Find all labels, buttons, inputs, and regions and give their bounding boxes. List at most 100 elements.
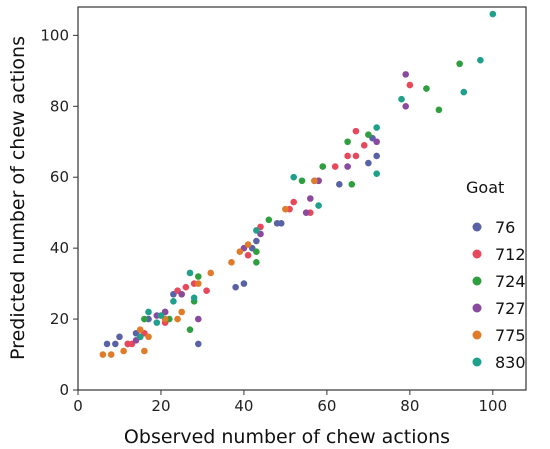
y-axis-ticks: 0 20 40 60 80 100: [40, 26, 78, 399]
y-tick-label: 80: [50, 97, 69, 115]
data-point-goat-712: [352, 152, 360, 160]
data-point-goat-830: [190, 294, 198, 302]
data-point-goat-76: [373, 152, 380, 160]
y-axis-title: Predicted number of chew actions: [7, 36, 29, 360]
data-point-goat-712: [290, 198, 298, 206]
data-point-goat-727: [402, 102, 410, 110]
legend-label-830: 830: [495, 353, 526, 372]
data-point-goat-724: [186, 326, 194, 334]
data-point-goat-724: [253, 248, 260, 255]
data-point-goat-724: [365, 131, 372, 138]
legend-marker-712: [472, 249, 482, 259]
legend-marker-830: [472, 357, 482, 367]
data-point-goat-775: [228, 259, 235, 266]
data-point-goat-76: [365, 159, 372, 167]
data-points: [99, 10, 497, 358]
y-tick-label: 20: [50, 310, 69, 328]
data-point-goat-76: [336, 181, 343, 188]
data-point-goat-775: [141, 347, 148, 355]
data-point-goat-712: [182, 283, 190, 291]
legend-marker-727: [472, 303, 482, 313]
data-point-goat-76: [232, 283, 239, 291]
data-point-goat-830: [373, 170, 380, 177]
data-point-goat-712: [406, 81, 414, 89]
data-point-goat-76: [277, 220, 285, 227]
data-point-goat-830: [315, 202, 322, 209]
x-tick-label: 100: [478, 397, 507, 415]
data-point-goat-724: [456, 60, 463, 68]
x-tick-label: 40: [234, 397, 253, 415]
data-point-goat-830: [460, 88, 468, 96]
data-point-goat-775: [120, 347, 127, 355]
data-point-goat-775: [145, 333, 152, 341]
legend-label-727: 727: [495, 299, 526, 318]
x-axis-title: Observed number of chew actions: [124, 426, 450, 448]
data-point-goat-724: [141, 315, 148, 323]
y-tick-label: 60: [50, 168, 69, 186]
data-point-goat-724: [194, 273, 202, 280]
data-point-goat-775: [282, 205, 289, 213]
data-point-goat-830: [186, 269, 194, 277]
data-point-goat-727: [178, 290, 186, 298]
data-point-goat-830: [290, 173, 298, 181]
data-point-goat-830: [477, 56, 484, 64]
data-point-goat-727: [344, 163, 351, 170]
data-point-goat-712: [203, 287, 210, 295]
data-point-goat-724: [435, 106, 443, 114]
legend-title: Goat: [466, 178, 504, 197]
data-point-goat-724: [344, 138, 351, 146]
x-axis-ticks: 0 20 40 60 80 100: [73, 390, 507, 415]
data-point-goat-76: [112, 340, 119, 348]
legend-marker-775: [472, 330, 482, 340]
data-point-goat-775: [236, 248, 244, 255]
data-point-goat-76: [194, 340, 202, 348]
legend-label-76: 76: [495, 218, 515, 237]
data-point-goat-775: [174, 315, 181, 323]
data-point-goat-724: [253, 259, 260, 266]
data-point-goat-830: [398, 95, 405, 103]
data-point-goat-712: [352, 127, 360, 135]
x-tick-label: 60: [317, 397, 336, 415]
legend-marker-76: [472, 222, 482, 232]
data-point-goat-775: [178, 308, 186, 316]
data-point-goat-775: [194, 280, 202, 287]
data-point-goat-727: [306, 195, 314, 202]
legend-label-724: 724: [495, 272, 526, 291]
data-point-goat-76: [240, 280, 248, 287]
data-point-goat-830: [489, 10, 497, 18]
data-point-goat-775: [244, 241, 252, 248]
data-point-goat-830: [157, 312, 165, 319]
data-point-goat-724: [319, 163, 327, 170]
x-tick-label: 80: [400, 397, 419, 415]
data-point-goat-830: [153, 319, 161, 326]
data-point-goat-775: [136, 326, 144, 334]
data-point-goat-775: [311, 177, 318, 185]
data-point-goat-727: [373, 138, 380, 146]
data-point-goat-727: [402, 71, 410, 78]
data-point-goat-830: [373, 124, 380, 131]
data-point-goat-727: [194, 315, 202, 323]
data-point-goat-775: [107, 351, 115, 358]
data-point-goat-712: [244, 251, 252, 259]
data-point-goat-724: [423, 85, 430, 92]
plot-area-frame: [77, 6, 527, 391]
data-point-goat-724: [298, 177, 306, 185]
data-point-goat-775: [99, 351, 107, 358]
legend-label-775: 775: [495, 326, 526, 345]
data-point-goat-712: [360, 142, 368, 149]
data-point-goat-76: [116, 333, 123, 341]
data-point-goat-76: [253, 237, 260, 245]
data-point-goat-724: [265, 216, 273, 224]
data-point-goat-712: [344, 152, 351, 160]
y-tick-label: 0: [59, 381, 69, 399]
data-point-goat-712: [331, 163, 339, 170]
data-point-goat-830: [145, 308, 152, 316]
legend: Goat 76 712 724 727 775 830: [466, 178, 526, 372]
data-point-goat-830: [136, 333, 144, 341]
legend-marker-724: [472, 276, 482, 286]
data-point-goat-724: [348, 181, 356, 188]
y-tick-label: 40: [50, 239, 69, 257]
x-tick-label: 20: [151, 397, 170, 415]
data-point-goat-76: [103, 340, 111, 348]
y-tick-label: 100: [40, 26, 69, 44]
